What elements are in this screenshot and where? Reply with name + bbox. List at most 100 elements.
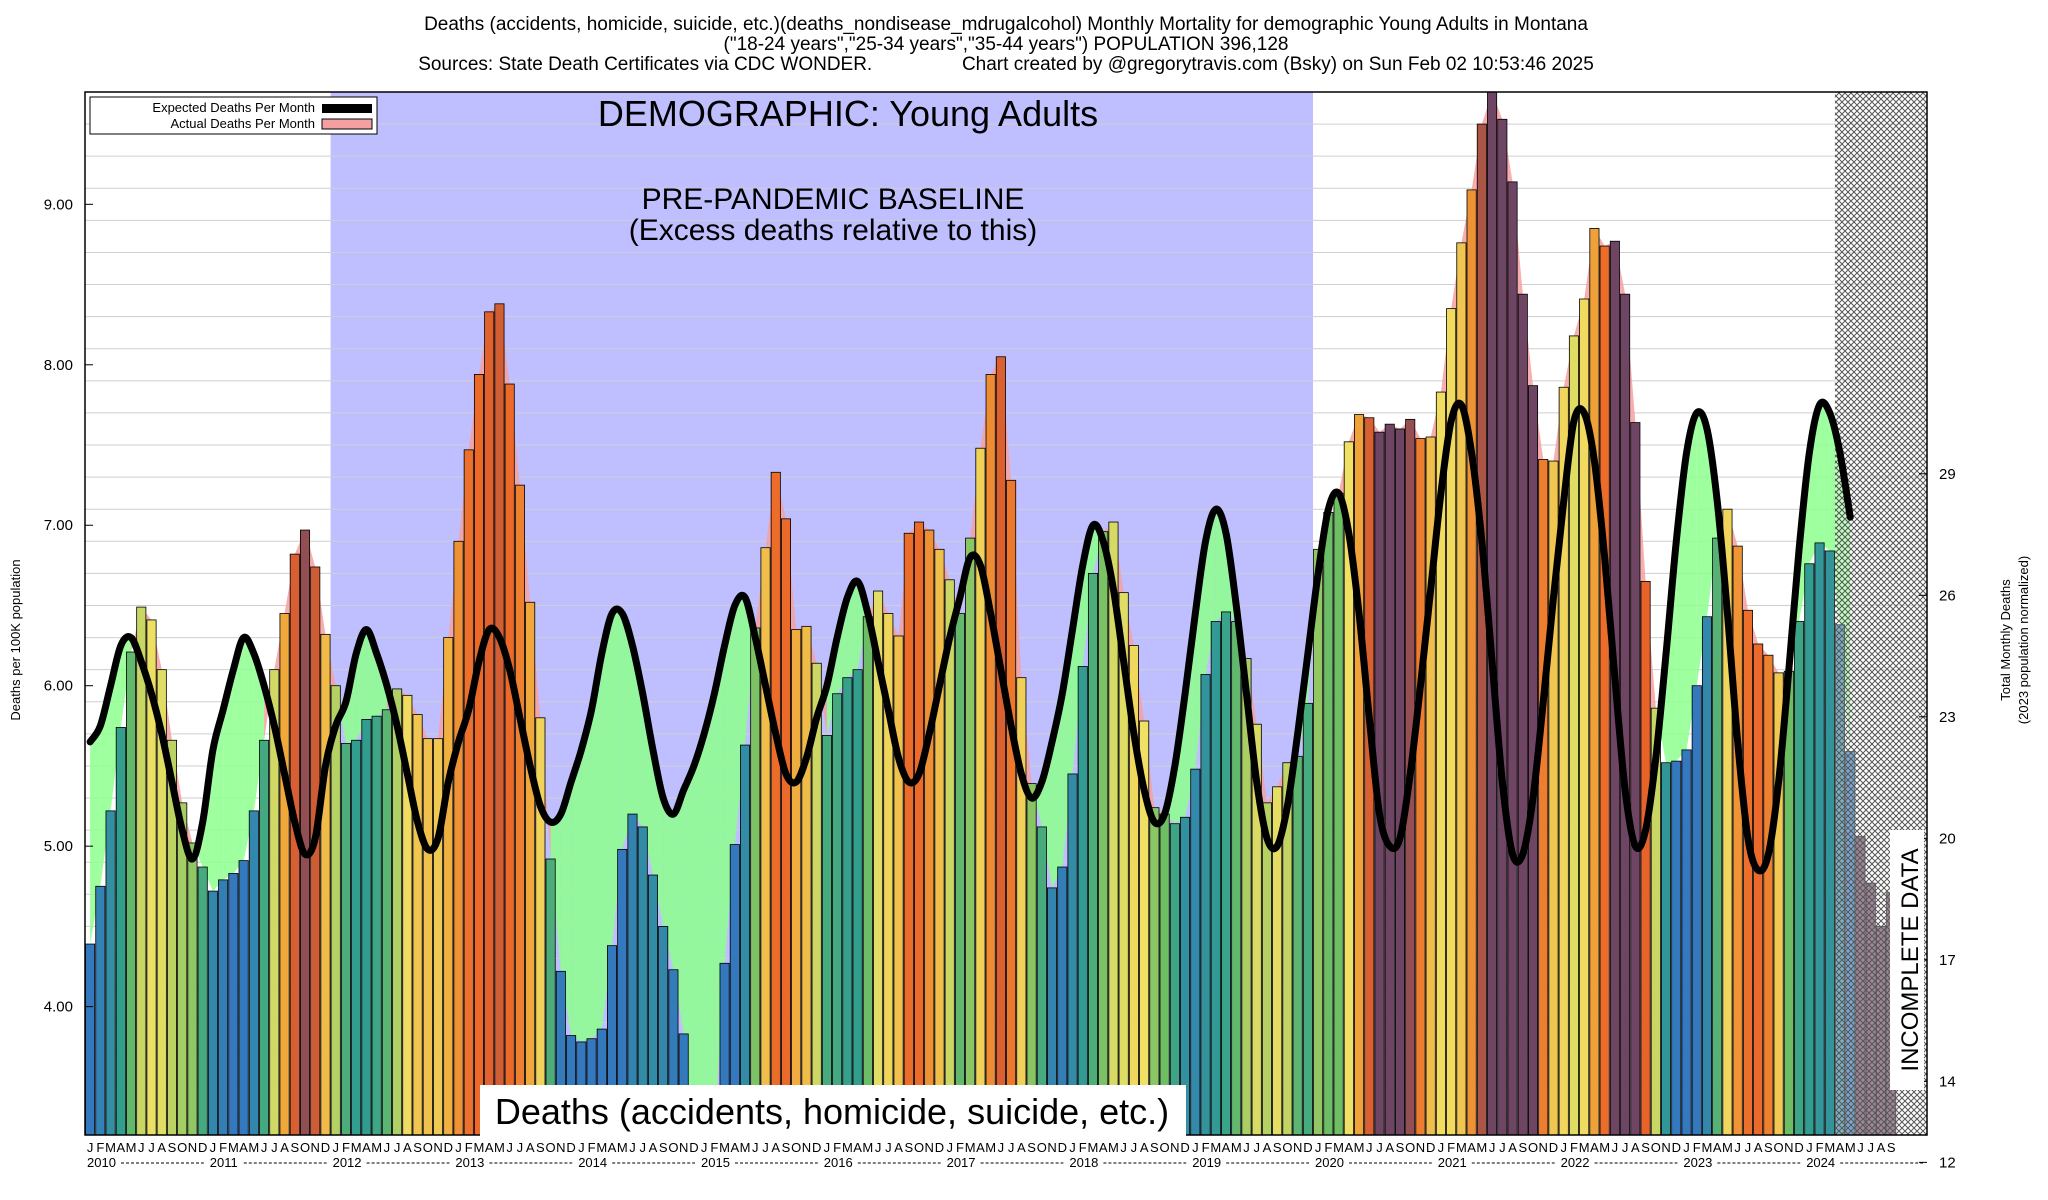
x-month-label: M bbox=[1231, 1140, 1242, 1155]
x-month-label: M bbox=[126, 1140, 137, 1155]
bars bbox=[85, 91, 1897, 1136]
y-tick-label: 5.00 bbox=[44, 838, 73, 855]
x-month-label: M bbox=[1579, 1140, 1590, 1155]
bar bbox=[1661, 762, 1672, 1136]
x-month-label: S bbox=[413, 1140, 422, 1155]
x-month-label: S bbox=[1518, 1140, 1527, 1155]
x-month-label: O bbox=[791, 1140, 801, 1155]
bar bbox=[1006, 479, 1017, 1136]
x-month-label: J bbox=[752, 1140, 759, 1155]
y-tick-label: 6.00 bbox=[44, 678, 73, 695]
x-month-label: A bbox=[485, 1140, 494, 1155]
x-month-label: A bbox=[280, 1140, 289, 1155]
bar bbox=[975, 447, 986, 1136]
bar bbox=[1814, 542, 1825, 1136]
x-month-label: J bbox=[1499, 1140, 1506, 1155]
bar bbox=[1691, 685, 1702, 1136]
bar bbox=[473, 374, 485, 1136]
x-month-label: O bbox=[1651, 1140, 1661, 1155]
y-axis-left: 4.00 5.00 6.00 7.00 8.00 9.00 bbox=[44, 196, 93, 1016]
excess-fill bbox=[571, 749, 582, 1042]
x-year-label: 2012 bbox=[333, 1155, 362, 1170]
x-month-label: J bbox=[1806, 1140, 1813, 1155]
x-month-label: J bbox=[629, 1140, 636, 1155]
category-label-box bbox=[480, 1085, 1186, 1137]
bar bbox=[320, 633, 331, 1136]
bar bbox=[504, 383, 515, 1136]
x-month-label: D bbox=[444, 1140, 453, 1155]
y-tick-label-right: 12 bbox=[1939, 1154, 1956, 1171]
chart-sources: Sources: State Death Certificates via CD… bbox=[418, 54, 1594, 75]
bar bbox=[842, 677, 853, 1136]
legend-expected-swatch bbox=[322, 104, 372, 113]
bar bbox=[187, 842, 198, 1136]
bar bbox=[832, 693, 843, 1136]
bar bbox=[412, 714, 423, 1136]
bar bbox=[821, 735, 832, 1136]
y-tick-label-right: 29 bbox=[1939, 466, 1956, 483]
x-month-label: N bbox=[188, 1140, 197, 1155]
bar bbox=[934, 548, 945, 1136]
x-month-label: S bbox=[536, 1140, 545, 1155]
x-month-label: S bbox=[168, 1140, 177, 1155]
bar bbox=[1753, 643, 1764, 1136]
x-month-label: M bbox=[596, 1140, 607, 1155]
bar bbox=[1681, 749, 1692, 1136]
x-year-label: 2020 bbox=[1315, 1155, 1344, 1170]
x-month-label: O bbox=[668, 1140, 678, 1155]
x-month-label: M bbox=[740, 1140, 751, 1155]
x-month-label: J bbox=[1366, 1140, 1373, 1155]
bar bbox=[1742, 609, 1753, 1136]
x-month-label: D bbox=[1672, 1140, 1681, 1155]
x-month-label: A bbox=[1754, 1140, 1763, 1155]
y-tick-label: 9.00 bbox=[44, 196, 73, 213]
x-month-label: M bbox=[1722, 1140, 1733, 1155]
x-month-label: D bbox=[1549, 1140, 1558, 1155]
x-month-label: A bbox=[730, 1140, 739, 1155]
bar bbox=[218, 879, 229, 1136]
bar bbox=[1415, 438, 1426, 1136]
x-month-label: F bbox=[1447, 1140, 1455, 1155]
x-month-label: D bbox=[812, 1140, 821, 1155]
x-month-label: M bbox=[1456, 1140, 1467, 1155]
y-axis-right-label-2: (2023 population normalized) bbox=[2016, 556, 2031, 724]
x-month-label: D bbox=[321, 1140, 330, 1155]
x-month-label: J bbox=[1131, 1140, 1138, 1155]
excess-fill bbox=[1185, 613, 1196, 818]
x-month-label: J bbox=[1612, 1140, 1619, 1155]
y-axis-right: 12 14 17 20 23 26 29 bbox=[1919, 466, 1956, 1171]
legend: Expected Deaths Per Month Actual Deaths … bbox=[89, 96, 378, 135]
x-month-label: M bbox=[1476, 1140, 1487, 1155]
demographic-label: DEMOGRAPHIC: Young Adults bbox=[598, 93, 1098, 134]
x-month-label: A bbox=[1344, 1140, 1353, 1155]
x-month-label: N bbox=[1293, 1140, 1302, 1155]
x-month-label: M bbox=[617, 1140, 628, 1155]
x-month-label: N bbox=[1047, 1140, 1056, 1155]
x-month-label: F bbox=[1202, 1140, 1210, 1155]
excess-fill bbox=[622, 613, 633, 850]
x-month-label: J bbox=[517, 1140, 524, 1155]
x-month-label: A bbox=[526, 1140, 535, 1155]
bar bbox=[453, 540, 464, 1136]
excess-fill bbox=[837, 597, 848, 694]
x-month-label: J bbox=[261, 1140, 268, 1155]
x-month-label: A bbox=[157, 1140, 166, 1155]
bar bbox=[1804, 563, 1815, 1136]
chart-title: Deaths (accidents, homicide, suicide, et… bbox=[424, 14, 1588, 35]
bar bbox=[1394, 428, 1406, 1136]
bar bbox=[1763, 654, 1774, 1136]
x-month-label: A bbox=[1836, 1140, 1845, 1155]
bar bbox=[1200, 674, 1211, 1136]
bar bbox=[1701, 616, 1713, 1136]
bar bbox=[351, 739, 362, 1136]
x-month-label: O bbox=[1528, 1140, 1538, 1155]
bar bbox=[514, 484, 525, 1136]
bar bbox=[433, 738, 444, 1136]
bar bbox=[1313, 548, 1324, 1136]
x-month-label: M bbox=[1333, 1140, 1344, 1155]
excess-fill bbox=[847, 581, 858, 678]
x-year-label: 2013 bbox=[455, 1155, 484, 1170]
bar bbox=[1507, 181, 1518, 1136]
x-month-label: A bbox=[116, 1140, 125, 1155]
baseline-label-1: PRE-PANDEMIC BASELINE bbox=[642, 183, 1025, 216]
